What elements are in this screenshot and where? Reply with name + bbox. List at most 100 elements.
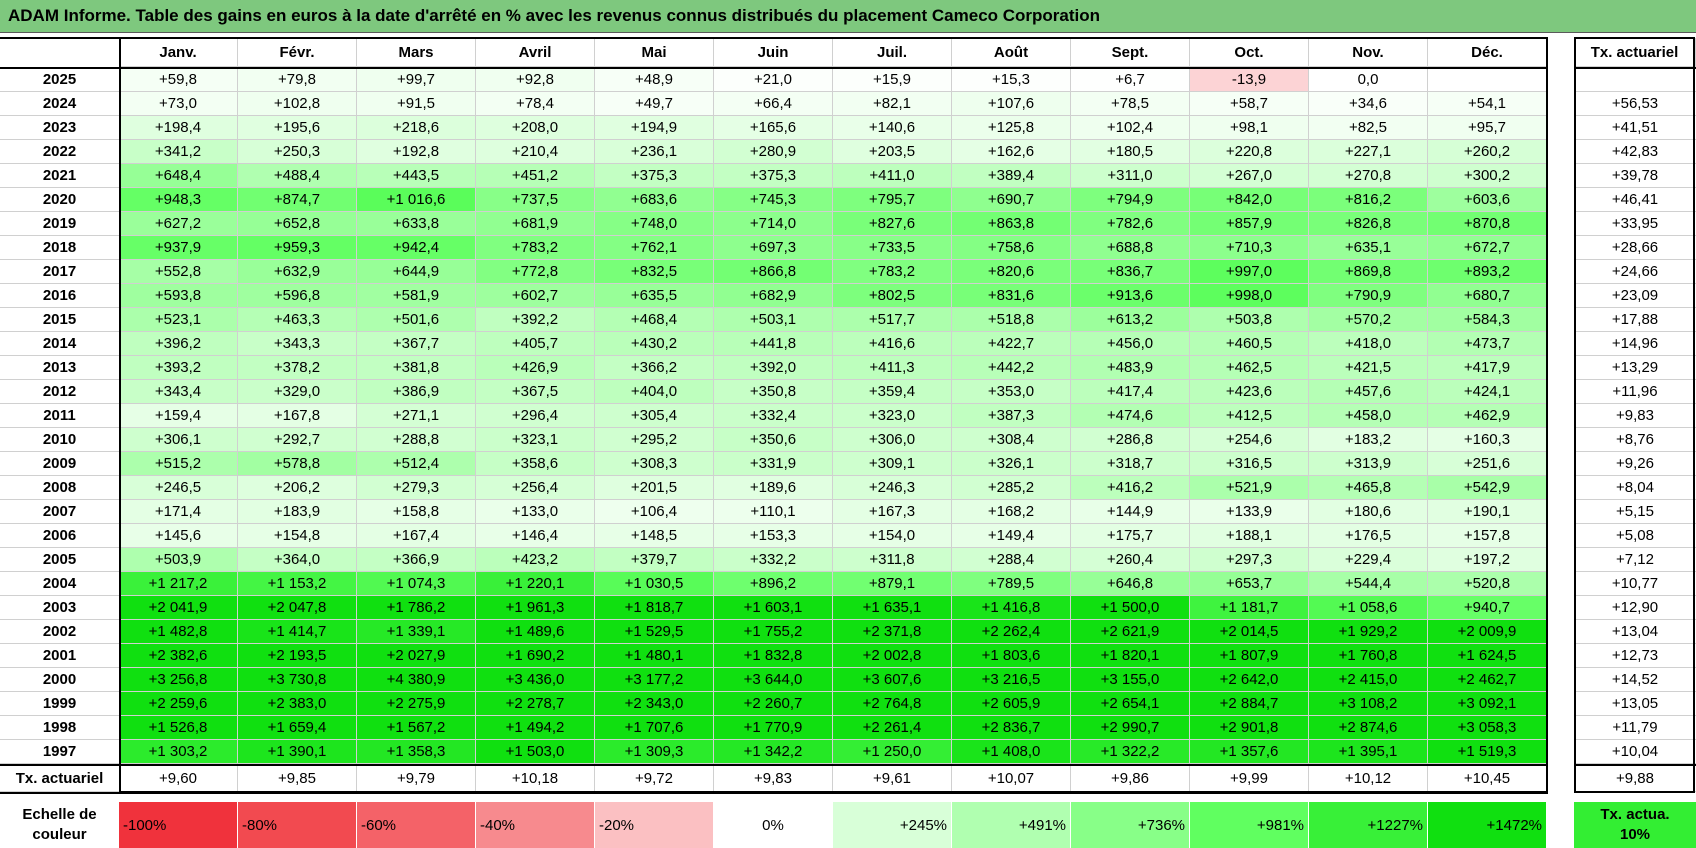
value-cell: +648,4 [119, 164, 238, 188]
value-cell: +1 395,1 [1309, 740, 1428, 764]
value-cell: +1 500,0 [1071, 596, 1190, 620]
value-cell: +341,2 [119, 140, 238, 164]
total-cell: +9,85 [238, 766, 357, 792]
value-cell: +795,7 [833, 188, 952, 212]
rule [0, 792, 1548, 794]
value-cell: +133,0 [476, 500, 595, 524]
value-cell: +602,7 [476, 284, 595, 308]
value-cell: +285,2 [952, 476, 1071, 500]
value-cell: +831,6 [952, 284, 1071, 308]
scale-swatch: +491% [952, 802, 1071, 848]
value-cell: +1 803,6 [952, 644, 1071, 668]
value-cell: +309,1 [833, 452, 952, 476]
value-cell: +913,6 [1071, 284, 1190, 308]
value-cell: +157,8 [1428, 524, 1547, 548]
value-cell: +1 567,2 [357, 716, 476, 740]
value-cell: +421,5 [1309, 356, 1428, 380]
value-cell: +379,7 [595, 548, 714, 572]
value-cell: +593,8 [119, 284, 238, 308]
value-cell: +758,6 [952, 236, 1071, 260]
value-cell: +959,3 [238, 236, 357, 260]
value-cell: +326,1 [952, 452, 1071, 476]
value-cell: +54,1 [1428, 92, 1547, 116]
row-header: 2000 [0, 668, 119, 692]
value-cell: +3 092,1 [1428, 692, 1547, 716]
value-cell: +635,1 [1309, 236, 1428, 260]
value-cell: +1 030,5 [595, 572, 714, 596]
value-cell: +286,8 [1071, 428, 1190, 452]
rule [0, 764, 1548, 766]
value-cell: +229,4 [1309, 548, 1428, 572]
value-cell: +251,6 [1428, 452, 1547, 476]
column-header: Juil. [833, 38, 952, 67]
row-header: 2017 [0, 260, 119, 284]
scale-swatch: -20% [595, 802, 714, 848]
value-cell: +329,0 [238, 380, 357, 404]
total-cell: +10,77 [1574, 572, 1696, 596]
value-cell: +745,3 [714, 188, 833, 212]
value-cell: +462,9 [1428, 404, 1547, 428]
value-cell: +367,7 [357, 332, 476, 356]
value-cell: +460,5 [1190, 332, 1309, 356]
value-cell: +515,2 [119, 452, 238, 476]
value-cell: +866,8 [714, 260, 833, 284]
value-cell: +203,5 [833, 140, 952, 164]
value-cell: +832,5 [595, 260, 714, 284]
total-cell: +14,52 [1574, 668, 1696, 692]
value-cell: +1 339,1 [357, 620, 476, 644]
value-cell: +1 153,2 [238, 572, 357, 596]
scale-swatch: +736% [1071, 802, 1190, 848]
value-cell: +270,8 [1309, 164, 1428, 188]
total-cell: +5,08 [1574, 524, 1696, 548]
row-header: 2005 [0, 548, 119, 572]
value-cell: +21,0 [714, 68, 833, 92]
value-cell: +2 259,6 [119, 692, 238, 716]
value-cell: +474,6 [1071, 404, 1190, 428]
value-cell: +15,9 [833, 68, 952, 92]
value-cell: +458,0 [1309, 404, 1428, 428]
value-cell: +1 480,1 [595, 644, 714, 668]
value-cell: +405,7 [476, 332, 595, 356]
value-cell: +503,9 [119, 548, 238, 572]
value-cell: +672,7 [1428, 236, 1547, 260]
row-header: 2011 [0, 404, 119, 428]
value-cell: +288,8 [357, 428, 476, 452]
value-cell: +578,8 [238, 452, 357, 476]
value-cell: +198,4 [119, 116, 238, 140]
value-cell: +49,7 [595, 92, 714, 116]
value-cell: +1 707,6 [595, 716, 714, 740]
value-cell: +2 383,0 [238, 692, 357, 716]
value-cell: +690,7 [952, 188, 1071, 212]
value-cell: +2 041,9 [119, 596, 238, 620]
value-cell: +378,2 [238, 356, 357, 380]
value-cell: +331,9 [714, 452, 833, 476]
total-cell: +5,15 [1574, 500, 1696, 524]
column-header: Sept. [1071, 38, 1190, 67]
column-header: Janv. [119, 38, 238, 67]
row-header: 2006 [0, 524, 119, 548]
value-cell: +762,1 [595, 236, 714, 260]
value-cell: +295,2 [595, 428, 714, 452]
value-cell: +646,8 [1071, 572, 1190, 596]
value-cell: +2 901,8 [1190, 716, 1309, 740]
value-cell: +879,1 [833, 572, 952, 596]
value-cell: +794,9 [1071, 188, 1190, 212]
column-header: Févr. [238, 38, 357, 67]
value-cell: +596,8 [238, 284, 357, 308]
total-cell: +42,83 [1574, 140, 1696, 164]
column-header: Oct. [1190, 38, 1309, 67]
value-cell: +517,7 [833, 308, 952, 332]
scale-swatch: -100% [119, 802, 238, 848]
total-cell: +12,90 [1574, 596, 1696, 620]
value-cell: +2 654,1 [1071, 692, 1190, 716]
value-cell: +389,4 [952, 164, 1071, 188]
value-cell: +468,4 [595, 308, 714, 332]
value-cell: +210,4 [476, 140, 595, 164]
value-cell: +789,5 [952, 572, 1071, 596]
value-cell: +246,5 [119, 476, 238, 500]
value-cell: +4 380,9 [357, 668, 476, 692]
value-cell: +1 357,6 [1190, 740, 1309, 764]
total-cell: +8,04 [1574, 476, 1696, 500]
value-cell: +820,6 [952, 260, 1071, 284]
value-cell: +300,2 [1428, 164, 1547, 188]
